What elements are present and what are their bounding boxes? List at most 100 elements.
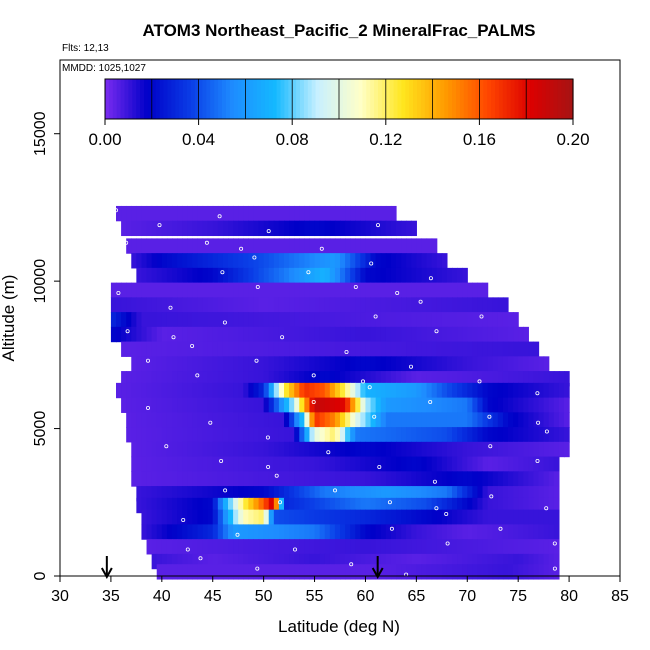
heatmap-cell: [248, 509, 255, 525]
heatmap-cell: [187, 220, 193, 237]
heatmap-cell: [136, 312, 143, 328]
heatmap-cell: [273, 539, 280, 555]
heatmap-cell: [350, 297, 356, 313]
heatmap-cell: [294, 341, 300, 357]
heatmap-cell: [192, 238, 199, 254]
heatmap-cell: [340, 509, 346, 525]
heatmap-cell: [177, 238, 183, 254]
heatmap-cell: [253, 509, 260, 525]
heatmap-cell: [151, 397, 158, 413]
heatmap-cell: [340, 267, 346, 284]
heatmap-cell: [207, 205, 214, 222]
heatmap-cell: [436, 539, 443, 555]
heatmap-cell: [334, 382, 341, 399]
heatmap-cell: [207, 539, 214, 555]
heatmap-cell: [309, 509, 316, 525]
heatmap-cell: [375, 427, 382, 443]
heatmap-cell: [238, 253, 244, 269]
heatmap-cell: [350, 553, 356, 570]
heatmap-cell: [136, 341, 143, 357]
heatmap-cell: [533, 441, 540, 458]
heatmap-cell: [304, 371, 311, 387]
heatmap-cell: [548, 564, 555, 580]
heatmap-cell: [172, 564, 178, 580]
heatmap-cell: [482, 497, 489, 514]
heatmap-cell: [212, 497, 219, 514]
heatmap-cell: [309, 497, 316, 514]
heatmap-cell: [212, 371, 219, 387]
heatmap-cell: [197, 456, 204, 472]
heatmap-cell: [207, 486, 214, 502]
heatmap-cell: [533, 371, 540, 387]
heatmap-cell: [202, 509, 209, 525]
heatmap-cell: [258, 220, 265, 237]
heatmap-cell: [436, 497, 443, 514]
heatmap-cell: [533, 564, 540, 580]
colorbar-segment: [374, 79, 379, 119]
heatmap-cell: [284, 267, 290, 284]
heatmap-cell: [477, 312, 484, 328]
heatmap-cell: [523, 356, 529, 372]
heatmap-cell: [355, 539, 361, 555]
heatmap-cell: [487, 297, 494, 313]
heatmap-cell: [299, 539, 305, 555]
heatmap-cell: [156, 486, 163, 502]
heatmap-cell: [212, 456, 219, 472]
heatmap-cell: [390, 253, 397, 269]
colorbar-segment: [292, 79, 297, 119]
heatmap-cell: [385, 497, 392, 514]
heatmap-cell: [472, 397, 479, 413]
colorbar-tick-label: 0.00: [88, 130, 121, 149]
x-tick-label: 55: [306, 588, 324, 605]
heatmap-cell: [355, 297, 361, 313]
heatmap-cell: [248, 441, 255, 458]
heatmap-cell: [243, 427, 249, 443]
heatmap-cell: [528, 371, 535, 387]
heatmap-cell: [243, 326, 249, 343]
heatmap-cell: [513, 471, 519, 487]
heatmap-cell: [263, 356, 270, 372]
heatmap-cell: [278, 564, 285, 580]
heatmap-cell: [508, 456, 514, 472]
heatmap-cell: [416, 553, 423, 570]
heatmap-cell: [426, 326, 433, 343]
heatmap-cell: [385, 238, 392, 254]
colorbar-segment: [222, 79, 227, 119]
heatmap-cell: [370, 253, 377, 269]
heatmap-cell: [131, 205, 137, 222]
colorbar-segment: [241, 79, 246, 119]
track-point: [185, 547, 190, 552]
heatmap-cell: [202, 427, 209, 443]
heatmap-cell: [553, 486, 560, 502]
heatmap-cell: [187, 412, 193, 428]
heatmap-cell: [467, 297, 473, 313]
colorbar-segment: [549, 79, 555, 119]
heatmap-cell: [396, 356, 402, 372]
track-point: [552, 566, 557, 571]
heatmap-cell: [416, 356, 423, 372]
heatmap-cell: [543, 497, 550, 514]
heatmap-cell: [314, 564, 321, 580]
heatmap-cell: [497, 382, 504, 399]
track-point: [168, 305, 173, 310]
heatmap-cell: [136, 497, 143, 514]
colorbar-segment: [389, 79, 395, 119]
heatmap-cell: [284, 397, 290, 413]
heatmap-cell: [446, 382, 453, 399]
heatmap-cell: [202, 397, 209, 413]
heatmap-cell: [375, 456, 382, 472]
heatmap-cell: [467, 312, 473, 328]
heatmap-cell: [538, 564, 545, 580]
heatmap-cell: [110, 297, 117, 313]
heatmap-cell: [426, 312, 433, 328]
heatmap-cell: [360, 297, 367, 313]
heatmap-cell: [543, 486, 550, 502]
heatmap-cell: [482, 382, 489, 399]
heatmap-cell: [273, 509, 280, 525]
heatmap-cell: [273, 427, 280, 443]
heatmap-cell: [329, 282, 336, 298]
heatmap-cell: [121, 341, 127, 357]
heatmap-cell: [497, 356, 504, 372]
heatmap-cell: [309, 553, 316, 570]
